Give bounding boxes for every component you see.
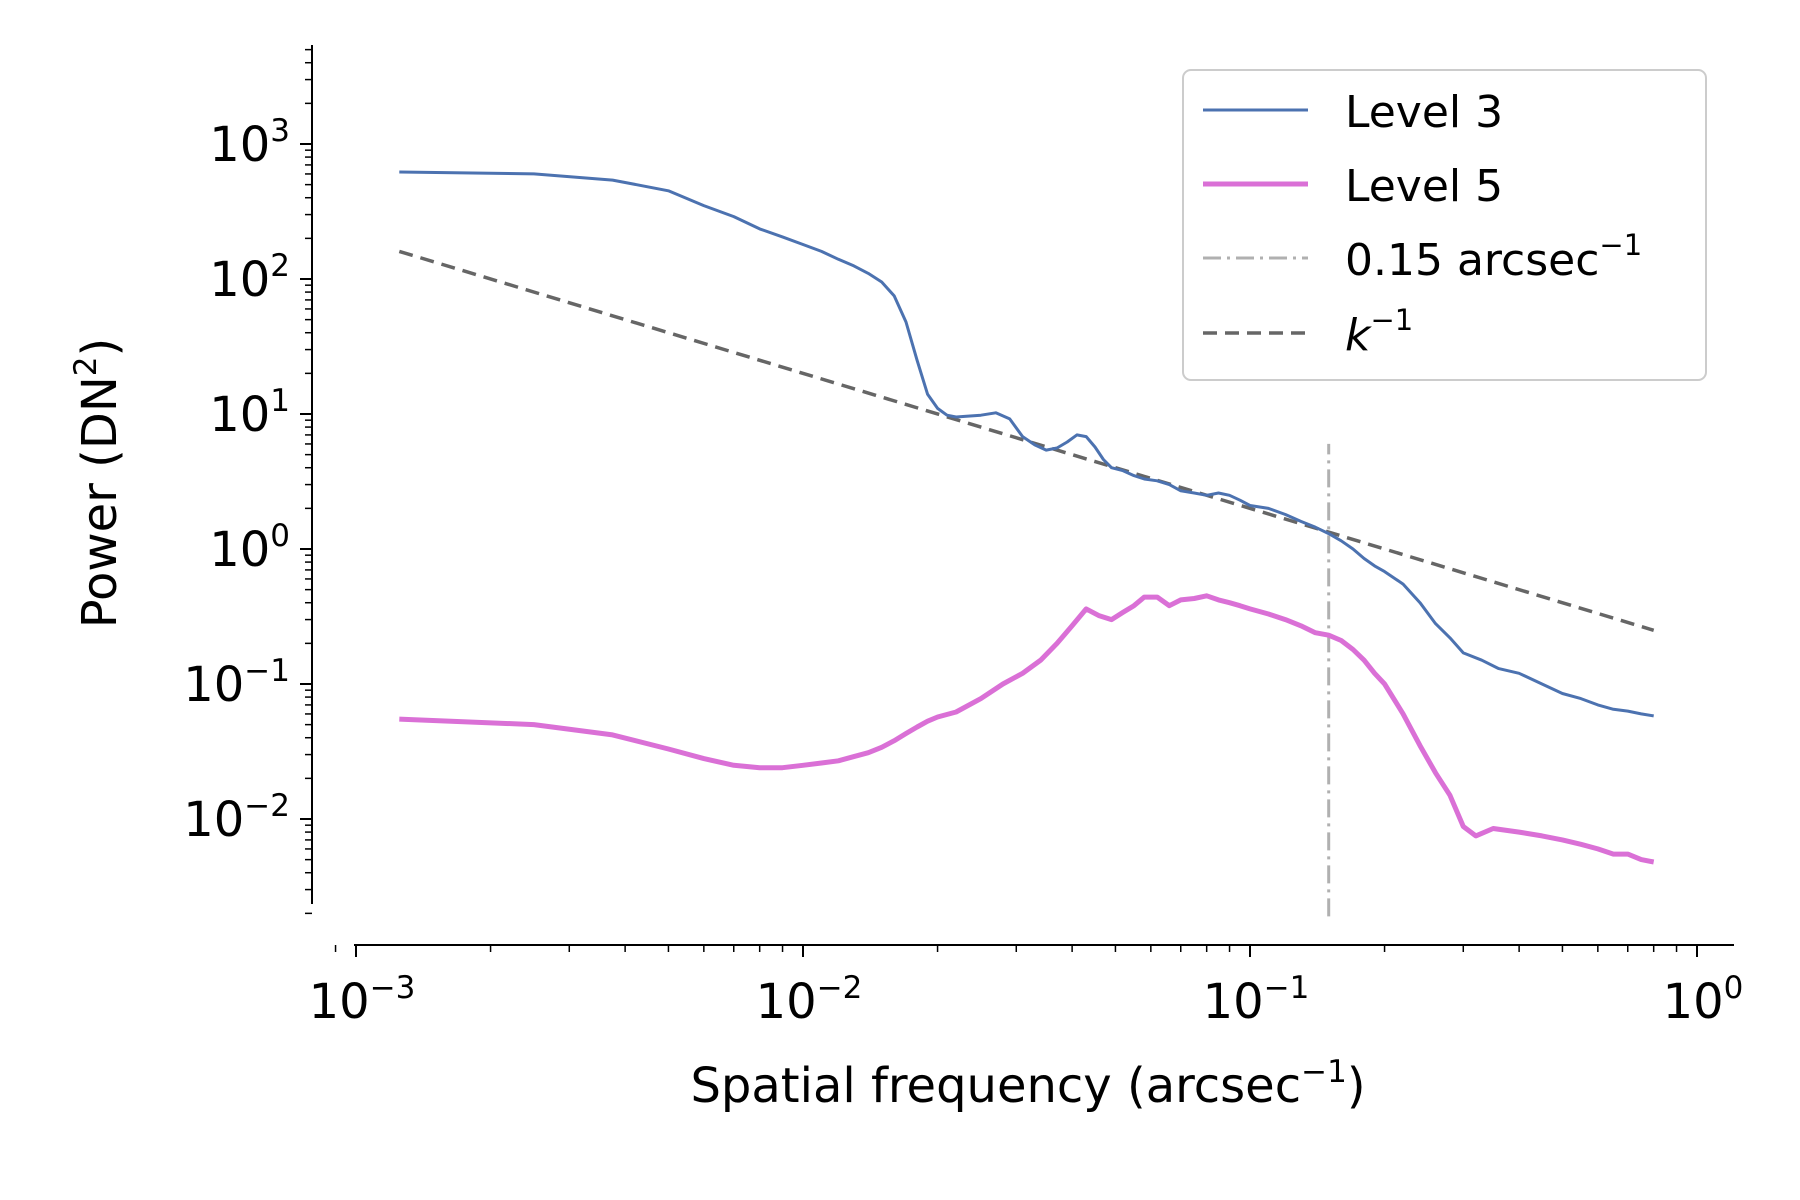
x-tick-label: 10−3 <box>309 970 416 1030</box>
legend-frame <box>1182 69 1707 381</box>
y-tick-label: 100 <box>209 518 290 578</box>
y-axis-label: Power (DN2) <box>68 338 128 628</box>
ticks: 10−2 10−1 100 101 102 103 10−3 10−2 10−1 100 <box>183 48 1744 1030</box>
x-axis-label: Spatial frequency (arcsec−1) <box>690 1054 1365 1114</box>
legend: Level 3 Level 5 0.15 arcsec−1 k−1 <box>1182 69 1707 381</box>
x-tick-label: 10−1 <box>1203 970 1310 1030</box>
y-tick-label: 10−1 <box>183 653 290 713</box>
y-tick-label: 102 <box>209 248 290 308</box>
x-tick-label: 10−2 <box>756 970 863 1030</box>
y-tick-label: 10−2 <box>183 788 290 848</box>
y-tick-label: 103 <box>209 113 290 173</box>
y-tick-label: 101 <box>209 383 290 443</box>
series-level-3-line <box>399 170 1654 718</box>
plot-area <box>398 170 1655 917</box>
legend-label-k-inverse: k−1 <box>1345 303 1413 361</box>
legend-label-level-3: Level 3 <box>1345 87 1503 138</box>
axes <box>311 45 1734 946</box>
legend-label-cutoff: 0.15 arcsec−1 <box>1345 228 1642 286</box>
x-tick-label: 100 <box>1663 970 1744 1030</box>
series-k-inverse-line <box>398 249 1655 632</box>
legend-label-level-5: Level 5 <box>1345 161 1503 212</box>
series-level-5-line <box>399 593 1655 865</box>
